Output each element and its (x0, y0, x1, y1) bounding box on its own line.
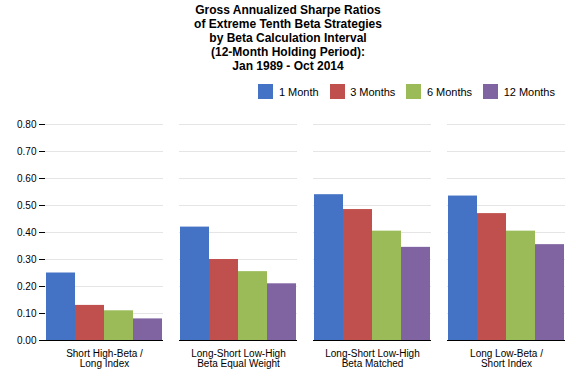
svg-text:Long-Short Low-HighBeta Equal: Long-Short Low-HighBeta Equal Weight (191, 347, 286, 368)
svg-text:Short High-Beta /Long Index: Short High-Beta /Long Index (66, 347, 143, 368)
svg-text:Long-Short Low-HighBeta Matche: Long-Short Low-HighBeta Matched (325, 347, 420, 368)
svg-text:0.60: 0.60 (17, 172, 37, 183)
html-text:Gross Annualized Sharpe Ratios: Gross Annualized Sharpe Ratios of Extrem… (194, 3, 382, 73)
svg-text:0.50: 0.50 (17, 199, 37, 210)
html-text:3 Months: 3 Months (350, 85, 396, 98)
html-text:12 Months: 12 Months (503, 85, 555, 98)
svg-text:0.10: 0.10 (17, 307, 37, 318)
svg-text:0.80: 0.80 (17, 118, 37, 129)
svg-text:Long Low-Beta /Short Index: Long Low-Beta /Short Index (470, 347, 543, 368)
svg-text:0.20: 0.20 (17, 280, 37, 291)
svg-text:0.00: 0.00 (17, 334, 37, 345)
svg-text:0.40: 0.40 (17, 226, 37, 237)
svg-text:0.30: 0.30 (17, 253, 37, 264)
svg-text:0.70: 0.70 (17, 145, 37, 156)
html-text:1 Month: 1 Month (278, 85, 319, 98)
html-text:6 Months: 6 Months (426, 85, 473, 98)
